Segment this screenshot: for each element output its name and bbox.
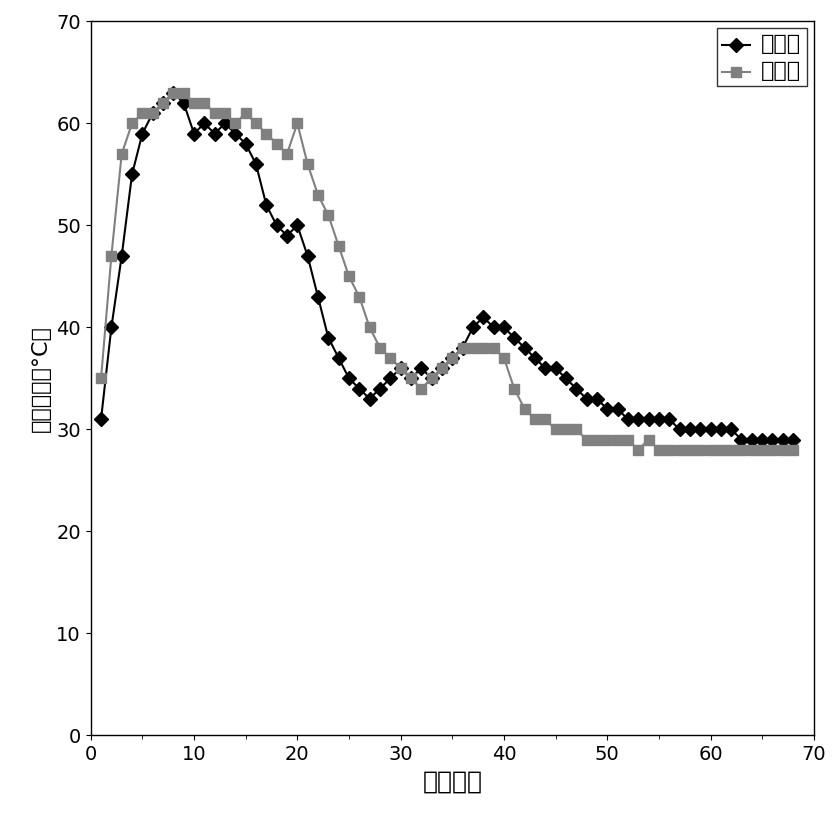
对照组 <box>726 424 736 434</box>
菌剂组 <box>737 445 747 455</box>
对照组 <box>788 434 798 444</box>
对照组 <box>737 434 747 444</box>
对照组 <box>716 424 726 434</box>
菌剂组 <box>664 445 675 455</box>
菌剂组 <box>788 445 798 455</box>
对照组 <box>571 384 581 394</box>
菌剂组 <box>747 445 757 455</box>
对照组 <box>654 414 664 424</box>
X-axis label: 发酵天数: 发酵天数 <box>423 770 482 794</box>
对照组 <box>96 414 106 424</box>
Line: 对照组: 对照组 <box>97 88 798 444</box>
菌剂组 <box>633 445 643 455</box>
菌剂组 <box>602 434 612 444</box>
Y-axis label: 堆体温度（°C）: 堆体温度（°C） <box>31 325 50 432</box>
对照组 <box>602 404 612 414</box>
Legend: 对照组, 菌剂组: 对照组, 菌剂组 <box>717 28 807 87</box>
Line: 菌剂组: 菌剂组 <box>97 88 798 455</box>
菌剂组 <box>168 88 178 98</box>
菌剂组 <box>96 373 106 383</box>
对照组 <box>168 88 178 98</box>
对照组 <box>747 434 757 444</box>
菌剂组 <box>571 424 581 434</box>
菌剂组 <box>726 445 736 455</box>
